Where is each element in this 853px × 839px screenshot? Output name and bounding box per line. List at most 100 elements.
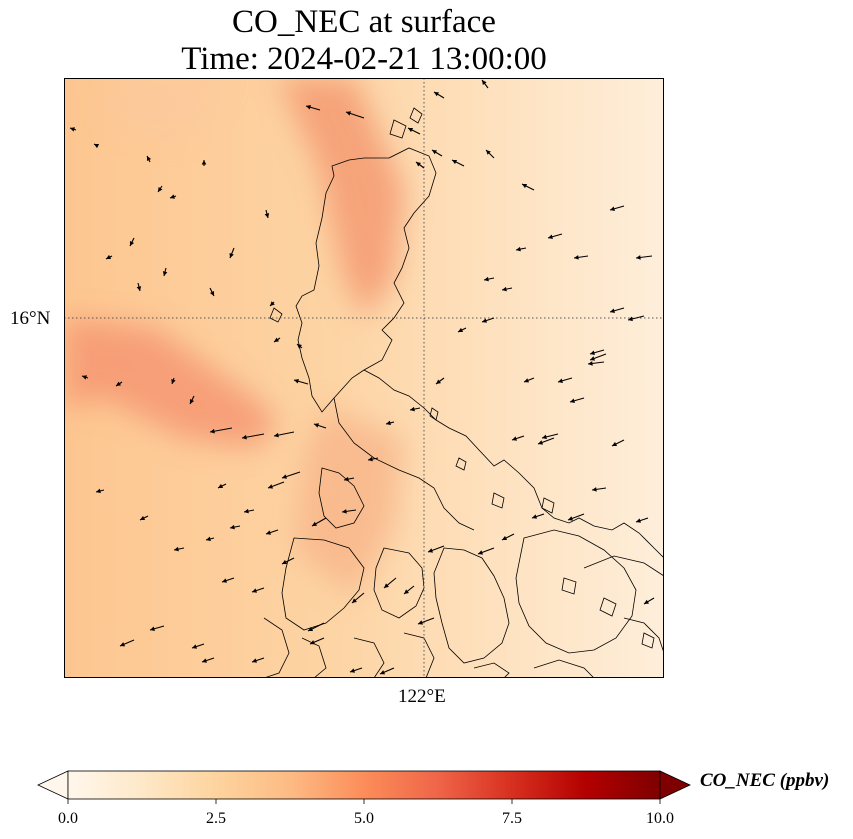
wind-vector-head	[368, 456, 373, 462]
wind-vector-head	[140, 515, 146, 521]
wind-vector-head	[628, 316, 633, 322]
wind-vector-head	[404, 589, 409, 594]
wind-vector-head	[201, 160, 207, 165]
wind-vector-head	[558, 378, 563, 383]
wind-vector-head	[644, 599, 650, 604]
wind-vector-head	[516, 246, 521, 252]
wind-vector-head	[202, 658, 207, 663]
wind-vector-head	[170, 194, 175, 199]
map-canvas	[64, 78, 664, 678]
wind-vector-head	[129, 240, 135, 246]
colorbar-extend-high	[659, 770, 691, 800]
wind-vector-head	[410, 406, 415, 412]
wind-vector-head	[524, 378, 530, 383]
colorbar-tick-label: 10.0	[646, 810, 674, 827]
wind-vector-head	[452, 159, 458, 165]
wind-vector-head	[570, 398, 575, 403]
wind-vector-head	[82, 375, 87, 380]
wind-vector-head	[568, 516, 574, 521]
wind-vector-head	[192, 644, 197, 649]
wind-vector-head	[297, 344, 302, 349]
colorbar-tick-label: 0.0	[58, 810, 78, 827]
wind-vector-head	[458, 327, 464, 333]
wind-vector-head	[282, 559, 288, 565]
colorbar-label: CO_NEC (ppbv)	[700, 770, 830, 791]
wind-vector-head	[150, 626, 155, 631]
wind-vector-head	[548, 234, 553, 239]
wind-vector-head	[436, 379, 441, 384]
wind-vector-head	[158, 186, 163, 192]
wind-vector-head	[408, 127, 414, 133]
wind-vectors	[69, 78, 655, 678]
wind-vector-head	[222, 578, 227, 583]
wind-vector-head	[612, 441, 618, 447]
wind-vector-head	[146, 156, 152, 162]
map-border	[64, 78, 664, 678]
wind-vector-head	[636, 255, 641, 260]
colorbar-tick-label: 2.5	[206, 810, 226, 827]
wind-vector-head	[252, 658, 257, 663]
colorbar-gradient	[67, 770, 661, 800]
coastlines	[263, 107, 664, 678]
wind-vector-head	[344, 476, 349, 482]
wind-vector-head	[174, 546, 179, 552]
wind-vector-head	[230, 524, 235, 530]
colorbar-extend-low	[37, 770, 69, 800]
wind-vector-head	[306, 105, 311, 110]
wind-vector-head	[532, 514, 537, 519]
wind-vector-head	[350, 668, 355, 673]
wind-vector-head	[432, 150, 438, 155]
wind-vector-head	[590, 356, 596, 361]
wind-vector-head	[484, 276, 489, 282]
wind-vector-head	[218, 483, 224, 489]
gridlines	[64, 78, 664, 678]
wind-vector-head	[282, 474, 287, 479]
wind-vector-head	[210, 428, 215, 434]
wind-vector-head	[252, 588, 257, 593]
wind-vector-head	[386, 420, 391, 426]
wind-vector-head	[502, 535, 508, 541]
wind-vector-head	[106, 254, 112, 260]
wind-vector-head	[590, 350, 595, 355]
wind-vector-head	[346, 111, 351, 116]
wind-vector-head	[294, 379, 299, 384]
wind-vector-head	[482, 80, 487, 85]
wind-vector-head	[96, 488, 101, 494]
wind-vector-head	[314, 423, 319, 428]
wind-vector-head	[94, 143, 100, 149]
wind-vector-head	[522, 183, 528, 189]
wind-vector-head	[384, 583, 389, 588]
colorbar	[37, 770, 691, 804]
wind-vector-head	[274, 432, 279, 438]
wind-vector-head	[229, 252, 234, 258]
wind-vector-head	[428, 548, 434, 553]
wind-vector-head	[418, 620, 424, 625]
wind-vector-head	[244, 508, 249, 514]
longitude-tick-label: 122°E	[398, 686, 446, 707]
wind-vector-head	[352, 598, 357, 603]
wind-vector-head	[274, 337, 280, 342]
wind-vector-head	[482, 318, 487, 323]
map-title-line-1: CO_NEC at surface	[232, 4, 496, 40]
latitude-tick-label: 16°N	[10, 308, 51, 329]
wind-vector-head	[380, 670, 386, 675]
wind-vector-head	[502, 286, 507, 292]
wind-vector-head	[542, 434, 547, 440]
wind-vector-head	[636, 518, 641, 523]
wind-vector-head	[116, 381, 122, 386]
wind-vector-head	[610, 206, 615, 211]
map-plot-area	[64, 78, 664, 678]
wind-vector-head	[242, 434, 247, 440]
wind-vector-head	[120, 642, 126, 647]
colorbar-tick-label: 7.5	[502, 810, 522, 827]
wind-vector-head	[574, 255, 579, 260]
wind-vector-head	[312, 521, 318, 526]
wind-vector-head	[588, 361, 593, 366]
wind-vector-head	[310, 640, 316, 645]
wind-vector-head	[538, 440, 544, 445]
wind-vector-head	[171, 379, 176, 384]
wind-vector-head	[266, 530, 271, 535]
wind-vector-head	[209, 290, 215, 296]
wind-vector-head	[70, 127, 75, 132]
concentration-plumes	[64, 78, 404, 598]
